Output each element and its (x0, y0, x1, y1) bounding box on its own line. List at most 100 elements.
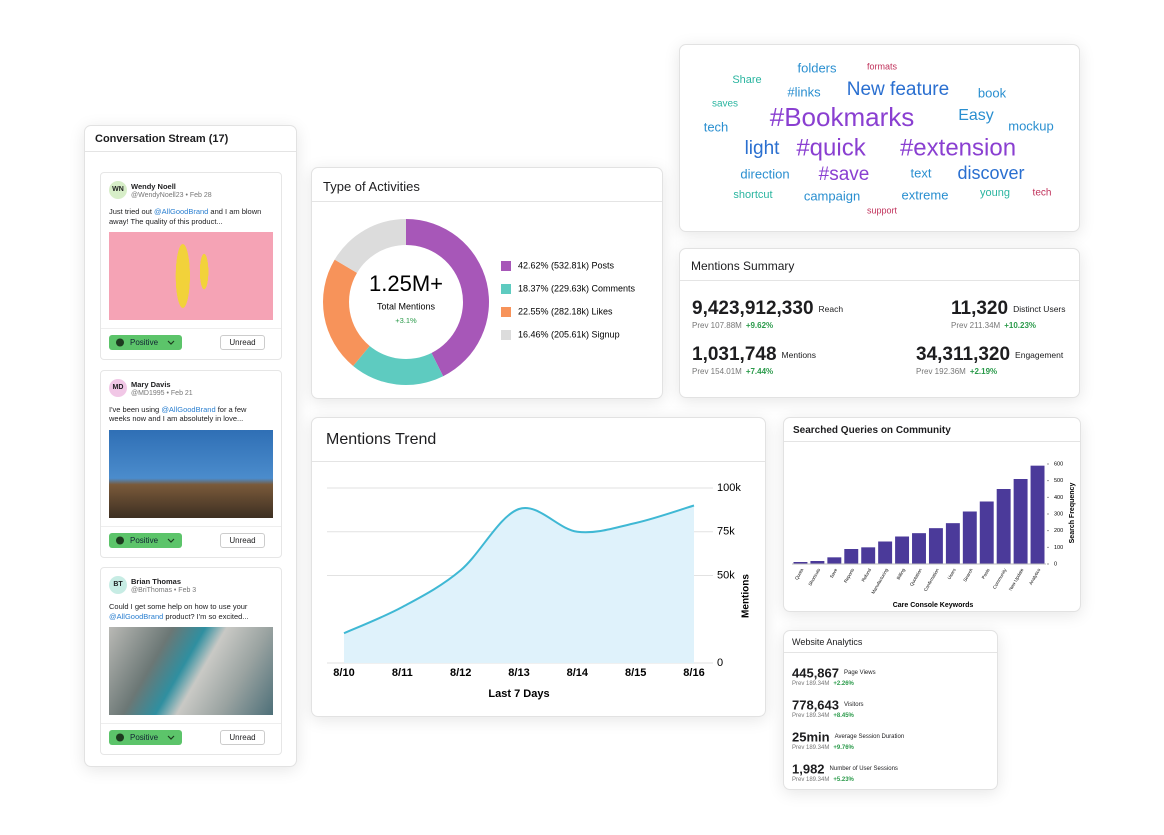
y-tick-label: 500 (1054, 478, 1063, 484)
x-tick-label: Quotation (909, 567, 923, 587)
chevron-icon (167, 735, 175, 740)
bar (844, 549, 859, 564)
stat-change: +8.45% (833, 713, 854, 719)
cloud-word: New feature (847, 79, 949, 100)
author-meta: @BriThomas • Feb 3 (131, 587, 197, 594)
post-text: Could I get some help on how to use your… (109, 602, 269, 621)
cloud-word: #extension (900, 134, 1016, 161)
stat-label: Average Session Duration (834, 733, 905, 740)
author-meta: @MD1995 • Feb 21 (131, 389, 193, 397)
cloud-word: light (745, 138, 781, 159)
bar (996, 489, 1011, 564)
sentiment-icons (116, 733, 175, 742)
mention-link[interactable]: @AllGoodBrand (109, 611, 164, 621)
card-title: Website Analytics (792, 637, 863, 647)
status-button[interactable]: Unread (220, 335, 265, 350)
donut-segment (406, 219, 489, 377)
cloud-word: campaign (804, 188, 860, 203)
stat-change: +2.26% (833, 681, 854, 687)
card-footer-line (101, 328, 281, 329)
cloud-word: text (911, 165, 932, 180)
cloud-word: #quick (796, 134, 866, 161)
stat-change: +7.44% (745, 367, 774, 376)
stat-label: Mentions (781, 350, 817, 360)
smiley-icon (116, 338, 124, 347)
divider (312, 461, 765, 462)
x-tick-label: Shortcuts (807, 567, 821, 587)
author-name: Brian Thomas (131, 577, 182, 586)
bar (962, 511, 977, 564)
post-image (109, 429, 273, 518)
donut-total-label: Total Mentions (377, 301, 436, 311)
stat-row: 445,867 Page Views (792, 664, 876, 682)
sentiment-button[interactable]: Positive (109, 335, 182, 350)
stat-value: 1,031,748 (692, 344, 777, 365)
cloud-word: formats (867, 61, 898, 71)
donut-total: 1.25M+ (369, 271, 443, 296)
bar (861, 547, 876, 564)
y-tick-label: 400 (1054, 495, 1063, 501)
donut-change: +3.1% (395, 316, 417, 325)
mention-link[interactable]: @AllGoodBrand (154, 207, 209, 216)
cloud-word: #save (819, 164, 870, 185)
author-name: Mary Davis (131, 379, 171, 389)
stat-row: 1,982 Number of User Sessions (792, 760, 898, 778)
avatar: MD (109, 378, 127, 397)
bar (979, 501, 994, 564)
x-tick-label: 8/16 (683, 667, 704, 679)
sentiment-button[interactable]: Positive (109, 532, 182, 548)
stat-value: 9,423,912,330 (692, 298, 814, 319)
stat-prev-row: Prev 189.34M +2.26% (792, 681, 854, 687)
conversation-stream-card: Conversation Stream (17) WN Wendy Noell @W… (84, 125, 297, 767)
stat-value: 445,867 (792, 665, 839, 681)
post-text-part: and I am blown away! The quality of this… (109, 207, 262, 226)
x-tick-label: Manufacturing (870, 567, 889, 595)
x-tick-label: 8/12 (450, 667, 471, 679)
x-tick-label: Confirmation (923, 567, 940, 592)
post-text-part: product? I'm so excited... (163, 611, 249, 621)
x-tick-label: 8/15 (625, 667, 646, 679)
stat-value: 778,643 (792, 697, 839, 713)
line-chart: 0 50k 75k 100k 8/10 8/11 8/12 8/13 8/14 8/15 8/16 L… (327, 482, 752, 700)
bar-chart: 0 100 200 300 400 500 600 Quota Shortcuts Save Rep… (792, 461, 1076, 609)
stat-prev-row: Prev 107.88M +9.62% (692, 321, 773, 330)
stat-value: 25min (792, 729, 830, 745)
status-button[interactable]: Unread (220, 730, 265, 745)
status-button[interactable]: Unread (220, 532, 265, 548)
y-tick-label: 75k (717, 526, 735, 538)
stat-value: 11,320 (951, 298, 1009, 319)
stat-prev-row: Prev 189.34M +9.76% (792, 745, 854, 751)
cloud-word: discover (957, 163, 1024, 183)
smiley-icon (116, 536, 124, 544)
y-tick-label: 600 (1054, 461, 1063, 467)
cloud-word: mockup (1008, 118, 1054, 133)
bar (793, 562, 808, 564)
mention-link[interactable]: @AllGoodBrand (161, 404, 216, 414)
bar (945, 523, 960, 564)
stat-row: 11,320 Distinct Users (951, 298, 1066, 320)
stat-row: 1,031,748 Mentions (692, 344, 816, 366)
stat-change: +9.76% (833, 745, 854, 751)
bar (895, 536, 910, 564)
x-tick-label: Quota (794, 567, 805, 581)
chevron-icon (167, 538, 175, 543)
legend-swatch (501, 307, 511, 317)
chevron-icon (167, 340, 175, 345)
x-tick-label: Analytics (1028, 567, 1042, 586)
card-title: Mentions Trend (326, 431, 437, 448)
sentiment-label: Positive (130, 338, 159, 347)
x-tick-label: Refund (861, 567, 873, 582)
post-text-part: for a few weeks now and I am absolutely … (109, 404, 247, 424)
author-name: Wendy Noell (131, 182, 176, 191)
donut-segment (353, 345, 444, 385)
stat-prev-row: Prev 189.34M +8.45% (792, 713, 854, 719)
sentiment-button[interactable]: Positive (109, 730, 182, 745)
activities-card: Type of Activities 42.62% (532.81k) Post… (311, 167, 663, 399)
word-cloud: Share folders formats #links New feature book… (704, 60, 1054, 215)
author-meta: @WendyNoell23 • Feb 28 (131, 192, 212, 199)
sentiment-label: Positive (130, 535, 159, 545)
divider (784, 652, 997, 653)
donut-segment (334, 219, 406, 273)
y-tick-label: 300 (1054, 511, 1063, 517)
